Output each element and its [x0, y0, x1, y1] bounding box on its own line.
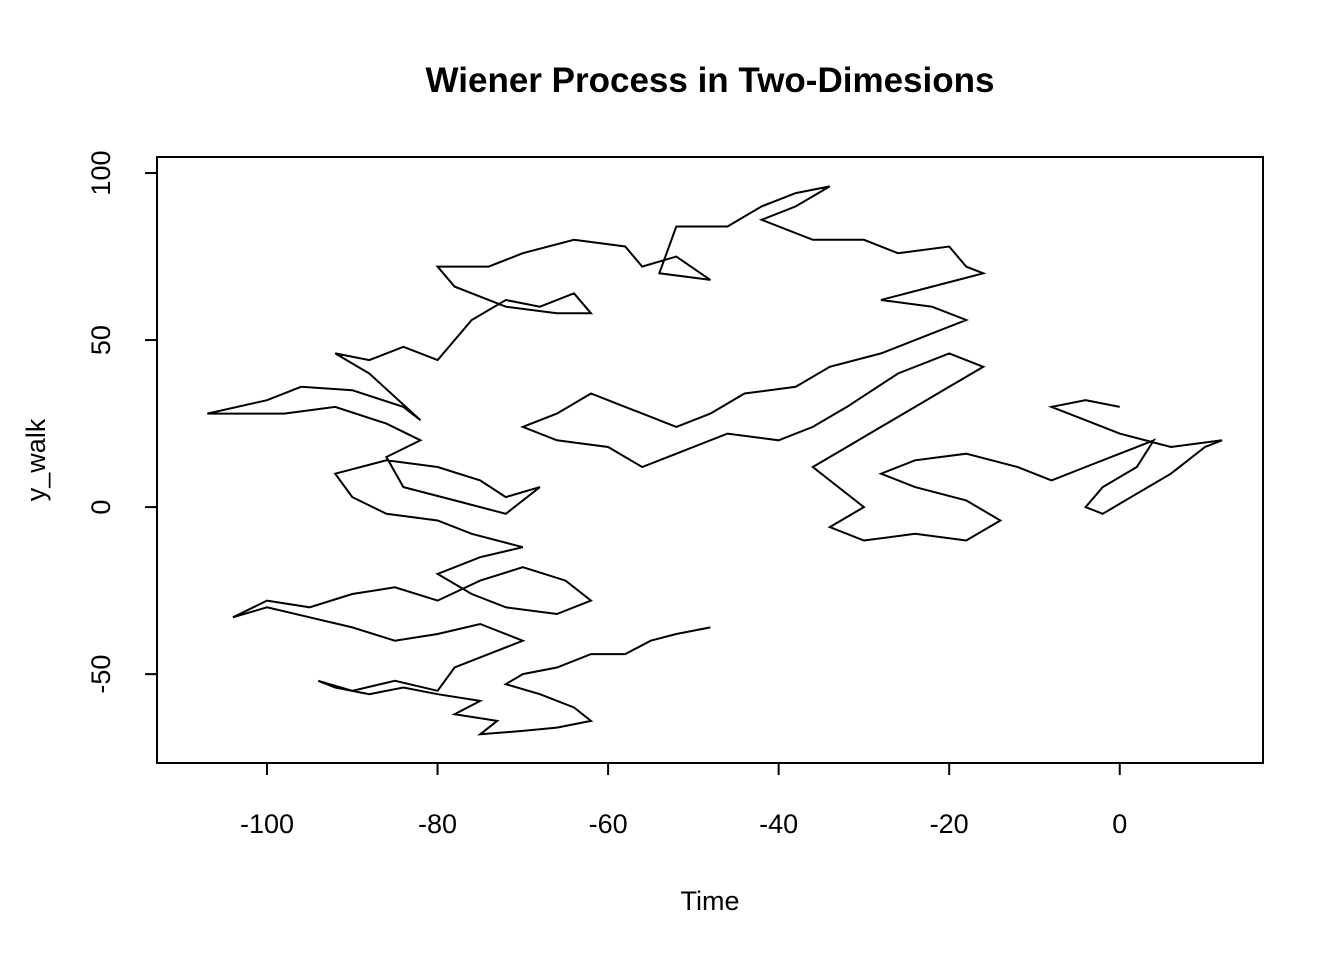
x-tick-label: -60	[589, 809, 628, 839]
chart-title: Wiener Process in Two-Dimesions	[426, 61, 995, 100]
walk-line	[207, 185, 1223, 736]
plot-frame	[156, 156, 1264, 764]
x-tick-label: -20	[930, 809, 969, 839]
x-tick-label: 0	[1112, 809, 1127, 839]
y-axis-label: y_walk	[21, 418, 51, 501]
y-tick-label: 50	[86, 325, 116, 355]
x-axis-label: Time	[681, 886, 740, 916]
x-tick-label: -40	[759, 809, 798, 839]
y-tick-label: -50	[86, 655, 116, 694]
x-tick-label: -100	[240, 809, 294, 839]
x-tick-label: -80	[418, 809, 457, 839]
y-tick-label: 100	[86, 151, 116, 196]
y-tick-label: 0	[86, 500, 116, 515]
